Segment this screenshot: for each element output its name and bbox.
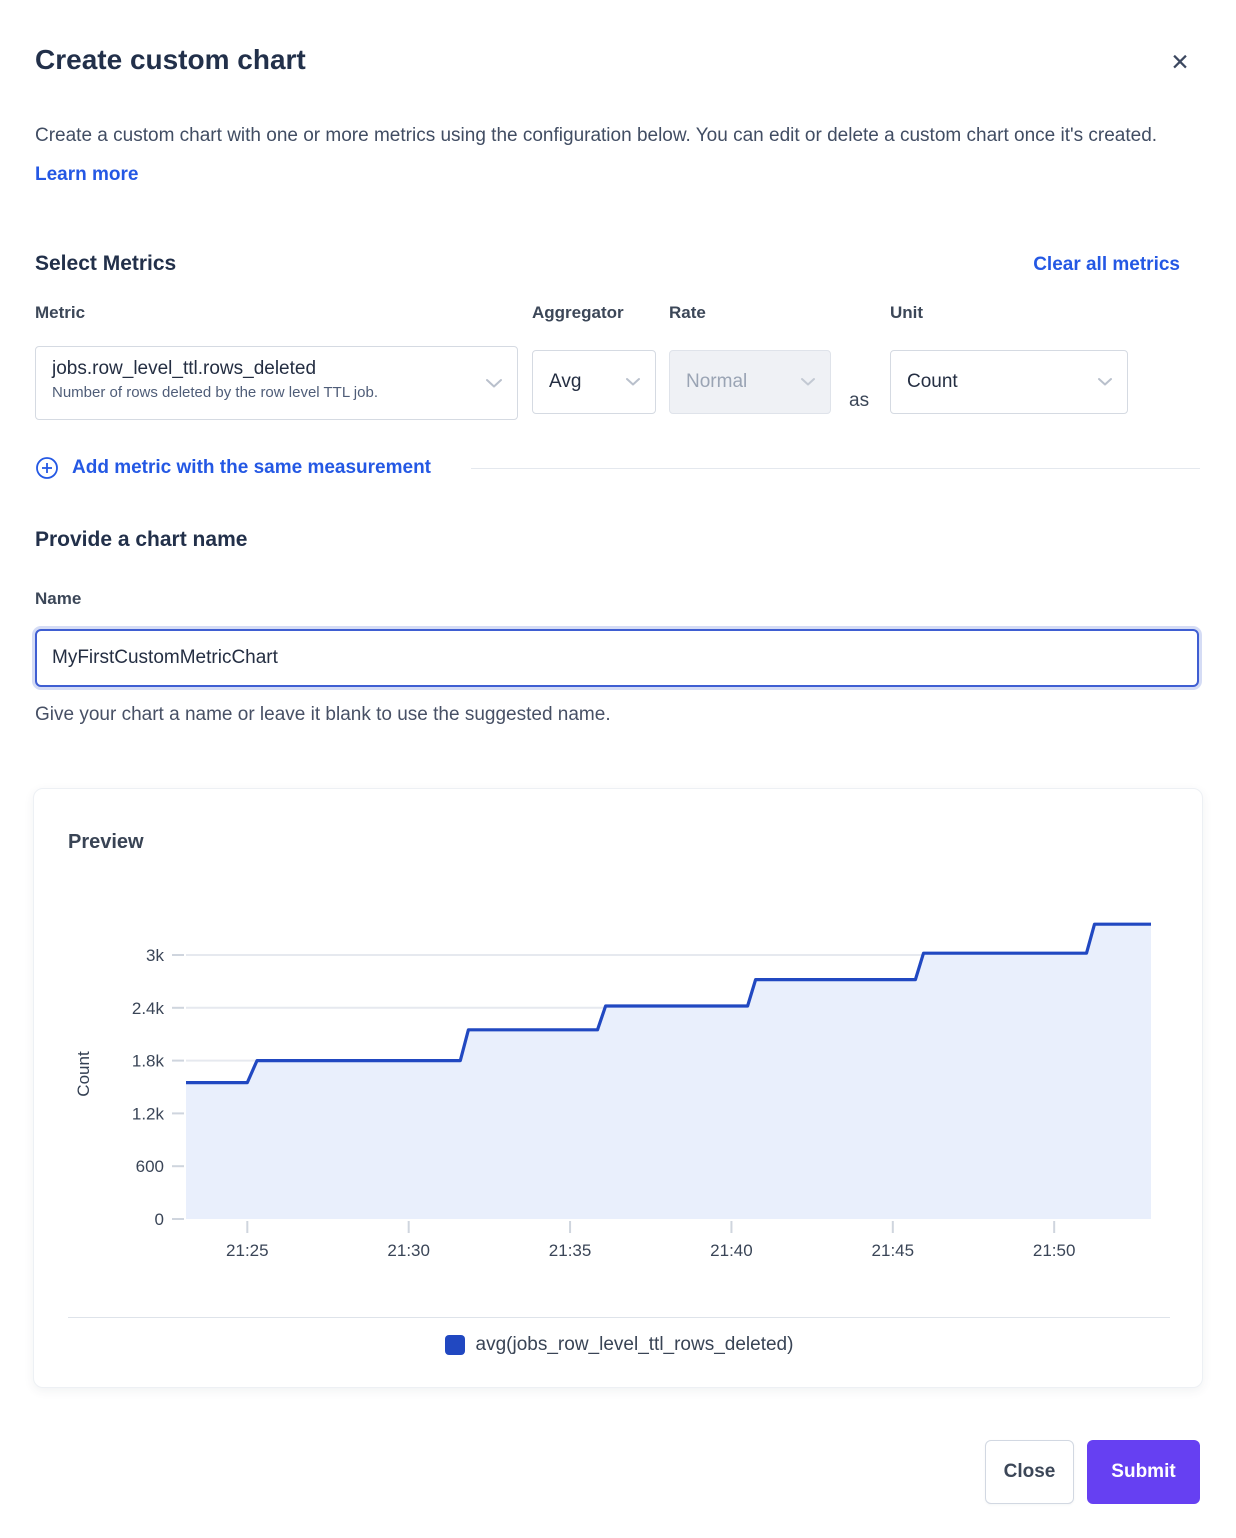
plus-circle-icon[interactable] (35, 456, 59, 480)
add-metric-row: Add metric with the same measurement (35, 455, 1200, 481)
modal-description-text: Create a custom chart with one or more m… (35, 125, 1158, 146)
svg-text:0: 0 (155, 1210, 164, 1229)
chevron-down-icon (625, 371, 641, 393)
chevron-down-icon (1097, 371, 1113, 393)
metric-select-description: Number of rows deleted by the row level … (52, 384, 378, 401)
submit-button[interactable]: Submit (1087, 1440, 1200, 1504)
legend-divider (68, 1317, 1170, 1318)
svg-text:600: 600 (136, 1157, 164, 1176)
metric-column-label: Metric (35, 303, 86, 322)
chart-name-input[interactable] (35, 629, 1199, 687)
aggregator-select[interactable]: Avg (532, 350, 656, 414)
rate-select: Normal (669, 350, 831, 414)
page-title: Create custom chart (35, 44, 306, 75)
preview-card: Preview Count 0 600 1.2k 1.8k 2.4k 3k 21:25 21:… (33, 788, 1203, 1388)
svg-text:1.8k: 1.8k (132, 1052, 165, 1071)
as-label: as (849, 390, 870, 411)
learn-more-link[interactable]: Learn more (35, 164, 139, 185)
metric-select-value: jobs.row_level_ttl.rows_deleted (52, 358, 317, 379)
chevron-down-icon (800, 371, 816, 393)
svg-text:21:45: 21:45 (872, 1241, 915, 1260)
name-label: Name (35, 589, 82, 608)
svg-text:21:50: 21:50 (1033, 1241, 1076, 1260)
modal-description: Create a custom chart with one or more m… (35, 116, 1185, 194)
chart-legend: avg(jobs_row_level_ttl_rows_deleted) (34, 1334, 1204, 1356)
rate-select-value: Normal (686, 371, 748, 392)
aggregator-select-value: Avg (549, 371, 582, 392)
preview-title: Preview (68, 831, 144, 853)
unit-column-label: Unit (890, 303, 924, 322)
aggregator-column-label: Aggregator (532, 303, 624, 322)
svg-text:21:40: 21:40 (710, 1241, 753, 1260)
close-icon[interactable]: ✕ (1160, 42, 1200, 82)
legend-label: avg(jobs_row_level_ttl_rows_deleted) (475, 1334, 794, 1355)
preview-chart-svg: 0 600 1.2k 1.8k 2.4k 3k 21:25 21:30 21:35 21:40 21… (132, 922, 1151, 1260)
svg-text:2.4k: 2.4k (132, 999, 165, 1018)
svg-text:1.2k: 1.2k (132, 1104, 165, 1123)
metrics-divider (471, 467, 1200, 469)
rate-column-label: Rate (669, 303, 706, 322)
legend-swatch (444, 1335, 465, 1355)
svg-text:21:25: 21:25 (226, 1241, 269, 1260)
svg-text:3k: 3k (146, 946, 164, 965)
name-helper-text: Give your chart a name or leave it blank… (35, 704, 611, 725)
select-metrics-heading: Select Metrics (35, 252, 177, 275)
svg-text:21:30: 21:30 (387, 1241, 430, 1260)
close-button[interactable]: Close (985, 1440, 1074, 1504)
clear-all-metrics-link[interactable]: Clear all metrics (1033, 254, 1180, 275)
unit-select[interactable]: Count (890, 350, 1128, 414)
unit-select-value: Count (907, 371, 958, 392)
metric-select[interactable]: jobs.row_level_ttl.rows_deleted Number o… (35, 346, 518, 420)
chevron-down-icon (485, 376, 503, 394)
add-metric-link[interactable]: Add metric with the same measurement (72, 457, 431, 478)
chart-name-heading: Provide a chart name (35, 528, 248, 551)
svg-text:21:35: 21:35 (549, 1241, 592, 1260)
